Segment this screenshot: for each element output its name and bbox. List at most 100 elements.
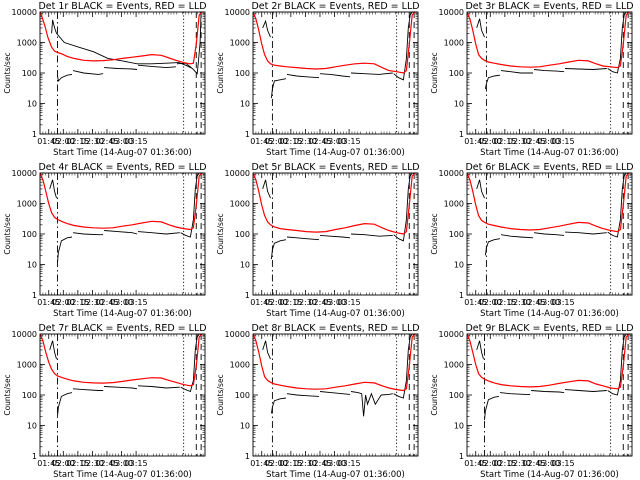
- x-tick-label: 02:30: [508, 137, 531, 146]
- y-tick-label: 100: [235, 69, 250, 78]
- plot-frame: [252, 11, 419, 135]
- x-axis-label: Start Time (14-Aug-07 01:36:00): [480, 148, 619, 158]
- x-tick-label: 02:45: [308, 298, 331, 307]
- events-series-line: [137, 231, 180, 235]
- x-tick-label: 02:00: [52, 298, 75, 307]
- events-series-line: [350, 233, 393, 237]
- lld-series-line: [40, 173, 203, 231]
- events-series-line: [476, 179, 485, 199]
- x-tick-label: 01:45: [464, 298, 487, 307]
- x-tick-label: 03:00: [537, 137, 560, 146]
- events-series-line: [270, 397, 287, 414]
- events-series-line: [262, 19, 271, 38]
- events-series-line: [484, 74, 501, 89]
- x-tick-label: 02:00: [479, 298, 502, 307]
- x-tick-label: 02:00: [52, 459, 75, 468]
- events-series-line: [319, 391, 351, 395]
- events-series-line: [319, 73, 351, 78]
- events-series-line: [607, 173, 627, 238]
- y-tick-label: 1: [245, 291, 250, 300]
- x-tick-label: 01:45: [250, 298, 273, 307]
- y-axis-label: Counts/sec: [216, 52, 225, 93]
- y-axis-label: Counts/sec: [3, 52, 12, 93]
- detector-plot-8: Det 8r BLACK = Events, RED = LLD Start Ti…: [216, 323, 420, 480]
- lld-series-line: [253, 173, 416, 235]
- x-tick-label: 02:30: [508, 459, 531, 468]
- x-tick-label: 02:45: [522, 137, 545, 146]
- detector-plot-6: Det 6r BLACK = Events, RED = LLD Start Ti…: [430, 162, 634, 319]
- events-series-line: [564, 68, 607, 70]
- y-tick-label: 10000: [439, 169, 464, 178]
- events-series-line: [262, 340, 271, 360]
- y-tick-label: 10: [454, 261, 464, 270]
- x-axis-label: Start Time (14-Aug-07 01:36:00): [480, 470, 619, 480]
- x-tick-label: 02:45: [95, 459, 118, 468]
- events-series-line: [350, 72, 393, 75]
- events-series-line: [564, 231, 607, 235]
- y-tick-label: 10: [240, 422, 250, 431]
- events-series-line: [484, 238, 501, 256]
- x-tick-label: 01:45: [37, 459, 60, 468]
- x-tick-label: 03:00: [110, 298, 133, 307]
- x-tick-label: 02:45: [522, 459, 545, 468]
- x-axis-label: Start Time (14-Aug-07 01:36:00): [53, 309, 192, 319]
- y-tick-label: 1000: [444, 361, 464, 370]
- events-series-line: [533, 232, 565, 236]
- y-tick-label: 1: [459, 291, 464, 300]
- x-tick-label: 02:45: [522, 298, 545, 307]
- events-series-line: [270, 78, 287, 99]
- y-tick-label: 1000: [230, 39, 250, 48]
- plot-title: Det 3r BLACK = Events, RED = LLD: [465, 1, 633, 12]
- y-tick-label: 10000: [12, 330, 37, 339]
- plot-title: Det 8r BLACK = Events, RED = LLD: [251, 323, 419, 334]
- x-tick-label: 03:15: [125, 137, 148, 146]
- y-axis-label: Counts/sec: [430, 52, 439, 93]
- events-series-line: [564, 389, 607, 392]
- y-tick-label: 1: [32, 452, 37, 461]
- y-axis-label: Counts/sec: [430, 213, 439, 254]
- x-tick-label: 01:45: [464, 459, 487, 468]
- x-tick-label: 01:45: [250, 137, 273, 146]
- x-tick-label: 03:15: [338, 298, 361, 307]
- events-series-line: [72, 232, 104, 236]
- lld-series-line: [467, 173, 630, 233]
- events-series-line: [500, 70, 533, 74]
- events-series-line: [51, 12, 204, 75]
- y-tick-label: 10000: [225, 169, 250, 178]
- events-series-line: [286, 73, 320, 79]
- events-series-line: [137, 385, 180, 389]
- x-tick-label: 03:00: [323, 137, 346, 146]
- plot-title: Det 9r BLACK = Events, RED = LLD: [465, 323, 633, 334]
- x-tick-label: 02:45: [308, 459, 331, 468]
- y-tick-label: 10: [27, 100, 37, 109]
- events-series-line: [180, 173, 200, 238]
- x-tick-label: 01:45: [250, 459, 273, 468]
- events-series-line: [270, 239, 287, 260]
- y-tick-label: 10: [27, 422, 37, 431]
- y-axis-label: Counts/sec: [216, 213, 225, 254]
- events-series-line: [72, 70, 104, 75]
- detector-plot-3: Det 3r BLACK = Events, RED = LLD Start Ti…: [430, 1, 634, 158]
- y-tick-label: 100: [22, 69, 37, 78]
- events-series-line: [57, 392, 73, 417]
- plot-frame: [39, 11, 206, 135]
- y-tick-label: 10: [240, 261, 250, 270]
- events-series-line: [607, 12, 627, 74]
- x-axis-label: Start Time (14-Aug-07 01:36:00): [53, 148, 192, 158]
- x-tick-label: 03:15: [125, 298, 148, 307]
- x-tick-label: 02:30: [81, 298, 104, 307]
- y-tick-label: 100: [449, 230, 464, 239]
- x-tick-label: 02:00: [265, 459, 288, 468]
- x-tick-label: 02:30: [294, 298, 317, 307]
- y-tick-label: 10: [240, 100, 250, 109]
- x-tick-label: 02:15: [493, 459, 516, 468]
- x-axis-label: Start Time (14-Aug-07 01:36:00): [480, 309, 619, 319]
- detector-plot-7: Det 7r BLACK = Events, RED = LLD Start Ti…: [3, 323, 207, 480]
- y-tick-label: 1: [32, 130, 37, 139]
- y-tick-label: 100: [22, 230, 37, 239]
- x-tick-label: 02:15: [279, 298, 302, 307]
- x-tick-label: 02:15: [66, 459, 89, 468]
- x-tick-label: 02:30: [81, 137, 104, 146]
- events-series-line: [393, 334, 413, 399]
- events-series-line: [104, 386, 138, 390]
